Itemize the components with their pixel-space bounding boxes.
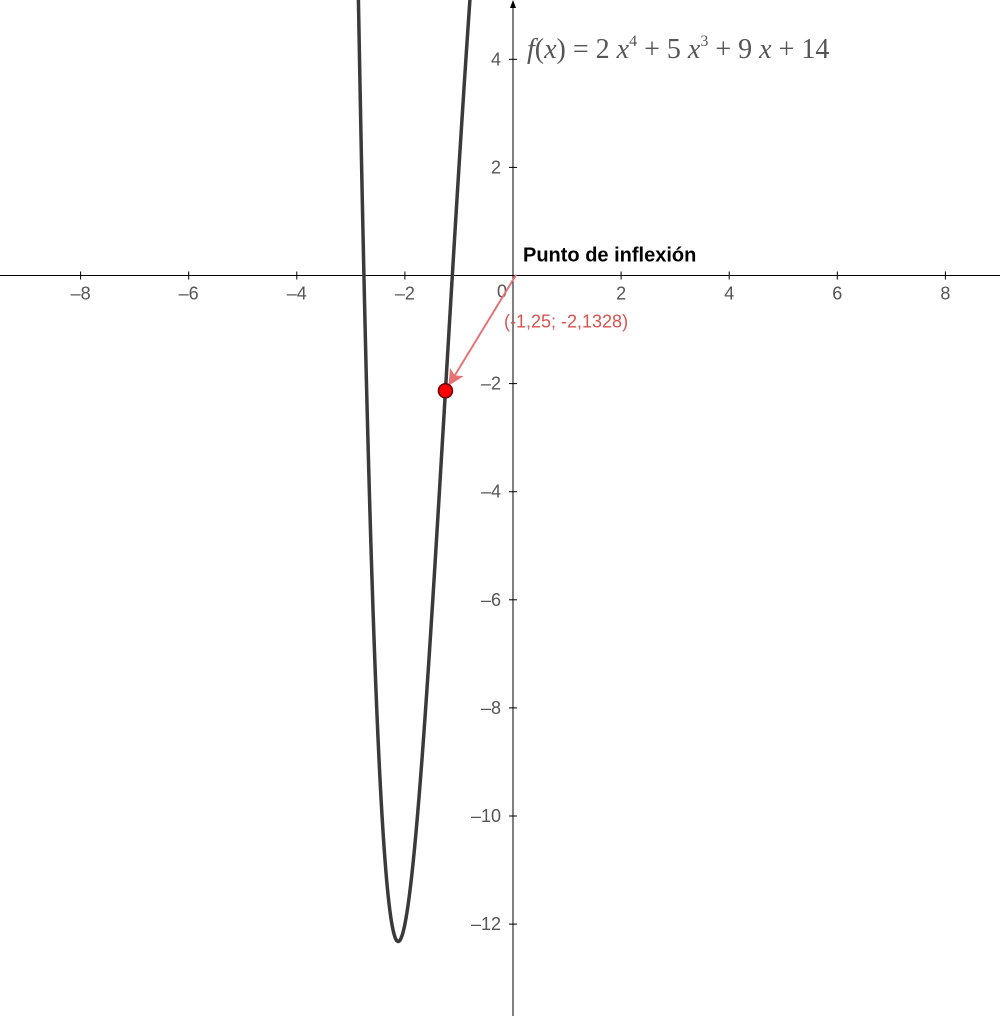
svg-text:4: 4 <box>724 284 734 304</box>
svg-text:8: 8 <box>940 284 950 304</box>
svg-text:2: 2 <box>491 157 501 177</box>
inflection-title-label: Punto de inflexión <box>523 245 696 267</box>
svg-text:2: 2 <box>616 284 626 304</box>
svg-text:–2: –2 <box>481 374 501 394</box>
svg-text:–10: –10 <box>471 806 501 826</box>
svg-text:–2: –2 <box>395 284 415 304</box>
svg-text:–6: –6 <box>481 590 501 610</box>
function-curve <box>355 0 518 941</box>
svg-text:–6: –6 <box>179 284 199 304</box>
svg-text:–4: –4 <box>481 482 501 502</box>
x-axis-ticks: –8 –6 –4 –2 2 4 6 8 <box>71 272 951 304</box>
svg-text:–8: –8 <box>481 698 501 718</box>
svg-text:–4: –4 <box>287 284 307 304</box>
svg-text:–8: –8 <box>71 284 91 304</box>
svg-text:–12: –12 <box>471 914 501 934</box>
y-axis-ticks: –12 –10 –8 –6 –4 –2 2 4 <box>471 49 517 934</box>
inflection-point <box>438 384 452 398</box>
svg-text:6: 6 <box>832 284 842 304</box>
function-chart: –8–6–4–22468 –12–10–8–6–4–224 0 Punto de… <box>0 0 1000 1016</box>
svg-text:4: 4 <box>491 49 501 69</box>
function-equation: f(x) = 2 x4 + 5 x3 + 9 x + 14 <box>527 33 829 65</box>
inflection-coord-label: (-1,25; -2,1328) <box>504 312 628 332</box>
